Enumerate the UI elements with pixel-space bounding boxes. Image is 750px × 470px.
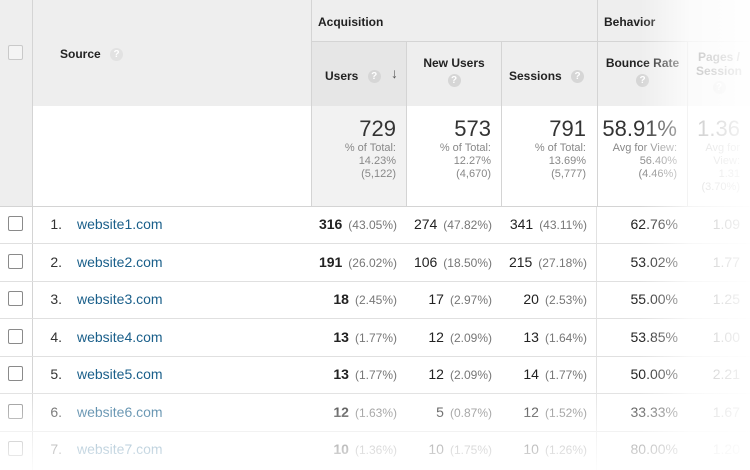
pages-per-session-cell: 1.00 [712,329,740,345]
bounce-rate-cell: 62.76% [630,216,678,232]
row-checkbox[interactable] [8,291,23,306]
source-link[interactable]: website1.com [77,216,163,232]
source-header-bg [33,0,311,106]
pages-per-session-cell: 1.20 [712,441,740,457]
bounce-rate-total: 58.91% Avg for View: 56.40% (4.46%) [602,116,677,180]
new-users-cell: 12 (2.09%) [428,329,492,345]
bounce-rate-cell: 53.85% [630,329,678,345]
row-number: 1. [50,216,62,232]
row-checkbox[interactable] [8,329,23,344]
pages-per-session-cell: 1.77 [712,254,740,270]
behavior-group-header: Behavior [604,15,656,29]
sessions-cell: 12 (1.52%) [523,404,587,420]
help-icon[interactable]: ? [571,70,585,84]
sessions-cell: 14 (1.77%) [523,366,587,382]
sessions-column-header[interactable]: Sessions ? [509,69,585,84]
help-icon[interactable]: ? [636,74,649,88]
pages-per-session-total: 1.36 Avg for View: 1.31 (3.70%) [697,116,740,193]
pages-per-session-column-header[interactable]: Pages / Session ? [695,50,743,95]
row-number: 6. [50,404,62,420]
new-users-cell: 5 (0.87%) [436,404,492,420]
users-cell: 12 (1.63%) [333,404,397,420]
bounce-rate-cell: 80.00% [630,441,678,457]
source-link[interactable]: website2.com [77,254,163,270]
source-link[interactable]: website3.com [77,291,163,307]
acquisition-group-header: Acquisition [318,15,384,29]
users-sorted-header-bg [311,41,406,106]
source-link[interactable]: website5.com [77,366,163,382]
users-cell: 191 (26.02%) [318,254,397,270]
bounce-rate-cell: 50.00% [630,366,678,382]
sessions-total: 791 % of Total: 13.69% (5,777) [534,116,586,180]
sessions-cell: 13 (1.64%) [523,329,587,345]
help-icon[interactable]: ? [712,81,726,95]
bounce-rate-cell: 33.33% [630,404,678,420]
row-checkbox[interactable] [8,254,23,269]
row-checkbox[interactable] [8,441,23,456]
row-number: 3. [50,291,62,307]
bounce-rate-cell: 53.02% [630,254,678,270]
new-users-cell: 106 (18.50%) [413,254,492,270]
select-all-checkbox[interactable] [8,45,23,60]
row-number: 7. [50,441,62,457]
source-link[interactable]: website6.com [77,404,163,420]
source-link[interactable]: website7.com [77,441,163,457]
row-checkbox[interactable] [8,366,23,381]
source-column-header[interactable]: Source ? [60,47,124,62]
row-number: 5. [50,366,62,382]
users-total: 729 % of Total: 14.23% (5,122) [344,116,396,180]
sessions-cell: 20 (2.53%) [523,291,587,307]
new-users-cell: 10 (1.75%) [428,441,492,457]
pages-per-session-cell: 1.09 [712,216,740,232]
sessions-cell: 341 (43.11%) [509,216,587,232]
help-icon[interactable]: ? [367,70,381,84]
pages-per-session-cell: 1.25 [712,291,740,307]
users-column-header[interactable]: Users ? [325,69,381,84]
new-users-column-header[interactable]: New Users ? [423,56,485,88]
source-link[interactable]: website4.com [77,329,163,345]
users-cell: 18 (2.45%) [333,291,397,307]
row-checkbox[interactable] [8,404,23,419]
bounce-rate-cell: 55.00% [630,291,678,307]
bottom-fade-overlay [0,385,750,470]
users-cell: 316 (43.05%) [318,216,397,232]
row-checkbox[interactable] [8,216,23,231]
row-number: 2. [50,254,62,270]
sort-descending-icon[interactable]: ↓ [391,65,398,81]
help-icon[interactable]: ? [110,48,124,62]
users-cell: 10 (1.36%) [333,441,397,457]
help-icon[interactable]: ? [447,74,461,88]
users-totals-bg [311,106,406,206]
pages-per-session-cell: 2.21 [712,366,740,382]
users-cell: 13 (1.77%) [333,366,397,382]
new-users-total: 573 % of Total: 12.27% (4,670) [439,116,491,180]
users-cell: 13 (1.77%) [333,329,397,345]
sessions-cell: 215 (27.18%) [508,254,587,270]
new-users-cell: 274 (47.82%) [413,216,492,232]
new-users-cell: 12 (2.09%) [428,366,492,382]
sessions-cell: 10 (1.26%) [523,441,587,457]
bounce-rate-column-header[interactable]: Bounce Rate ? [605,56,680,88]
new-users-cell: 17 (2.97%) [428,291,492,307]
checkbox-column-header-bg [0,0,32,206]
pages-per-session-cell: 1.67 [712,404,740,420]
row-number: 4. [50,329,62,345]
